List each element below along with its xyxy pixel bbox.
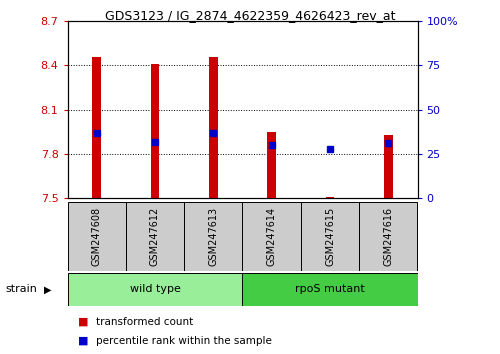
Text: GSM247613: GSM247613: [208, 207, 218, 266]
Text: GSM247615: GSM247615: [325, 207, 335, 266]
Bar: [150, 64, 160, 198]
Bar: [242, 273, 418, 306]
Bar: [326, 197, 334, 198]
Bar: [268, 132, 276, 198]
Text: GSM247608: GSM247608: [92, 207, 102, 266]
Text: ■: ■: [78, 336, 88, 346]
Bar: [209, 57, 218, 198]
Bar: [68, 273, 242, 306]
Text: ▶: ▶: [44, 284, 52, 295]
Text: GSM247616: GSM247616: [384, 207, 394, 266]
Text: wild type: wild type: [130, 284, 180, 295]
Text: ■: ■: [78, 317, 88, 327]
Bar: [68, 202, 126, 271]
Text: GSM247612: GSM247612: [150, 207, 160, 266]
Bar: [126, 202, 184, 271]
Text: GSM247614: GSM247614: [266, 207, 276, 266]
Text: percentile rank within the sample: percentile rank within the sample: [96, 336, 272, 346]
Bar: [359, 202, 418, 271]
Bar: [184, 202, 242, 271]
Bar: [384, 135, 392, 198]
Bar: [242, 202, 301, 271]
Text: strain: strain: [5, 284, 37, 295]
Bar: [301, 202, 359, 271]
Text: transformed count: transformed count: [96, 317, 194, 327]
Bar: [92, 57, 101, 198]
Text: rpoS mutant: rpoS mutant: [295, 284, 365, 295]
Text: GDS3123 / IG_2874_4622359_4626423_rev_at: GDS3123 / IG_2874_4622359_4626423_rev_at: [105, 9, 395, 22]
